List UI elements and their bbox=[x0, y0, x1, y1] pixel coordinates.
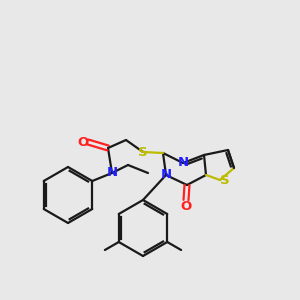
Text: N: N bbox=[177, 157, 189, 169]
Text: O: O bbox=[77, 136, 88, 148]
Text: O: O bbox=[180, 200, 192, 212]
Text: S: S bbox=[138, 146, 148, 158]
Text: S: S bbox=[220, 173, 230, 187]
Text: N: N bbox=[160, 169, 172, 182]
Text: N: N bbox=[106, 167, 118, 179]
